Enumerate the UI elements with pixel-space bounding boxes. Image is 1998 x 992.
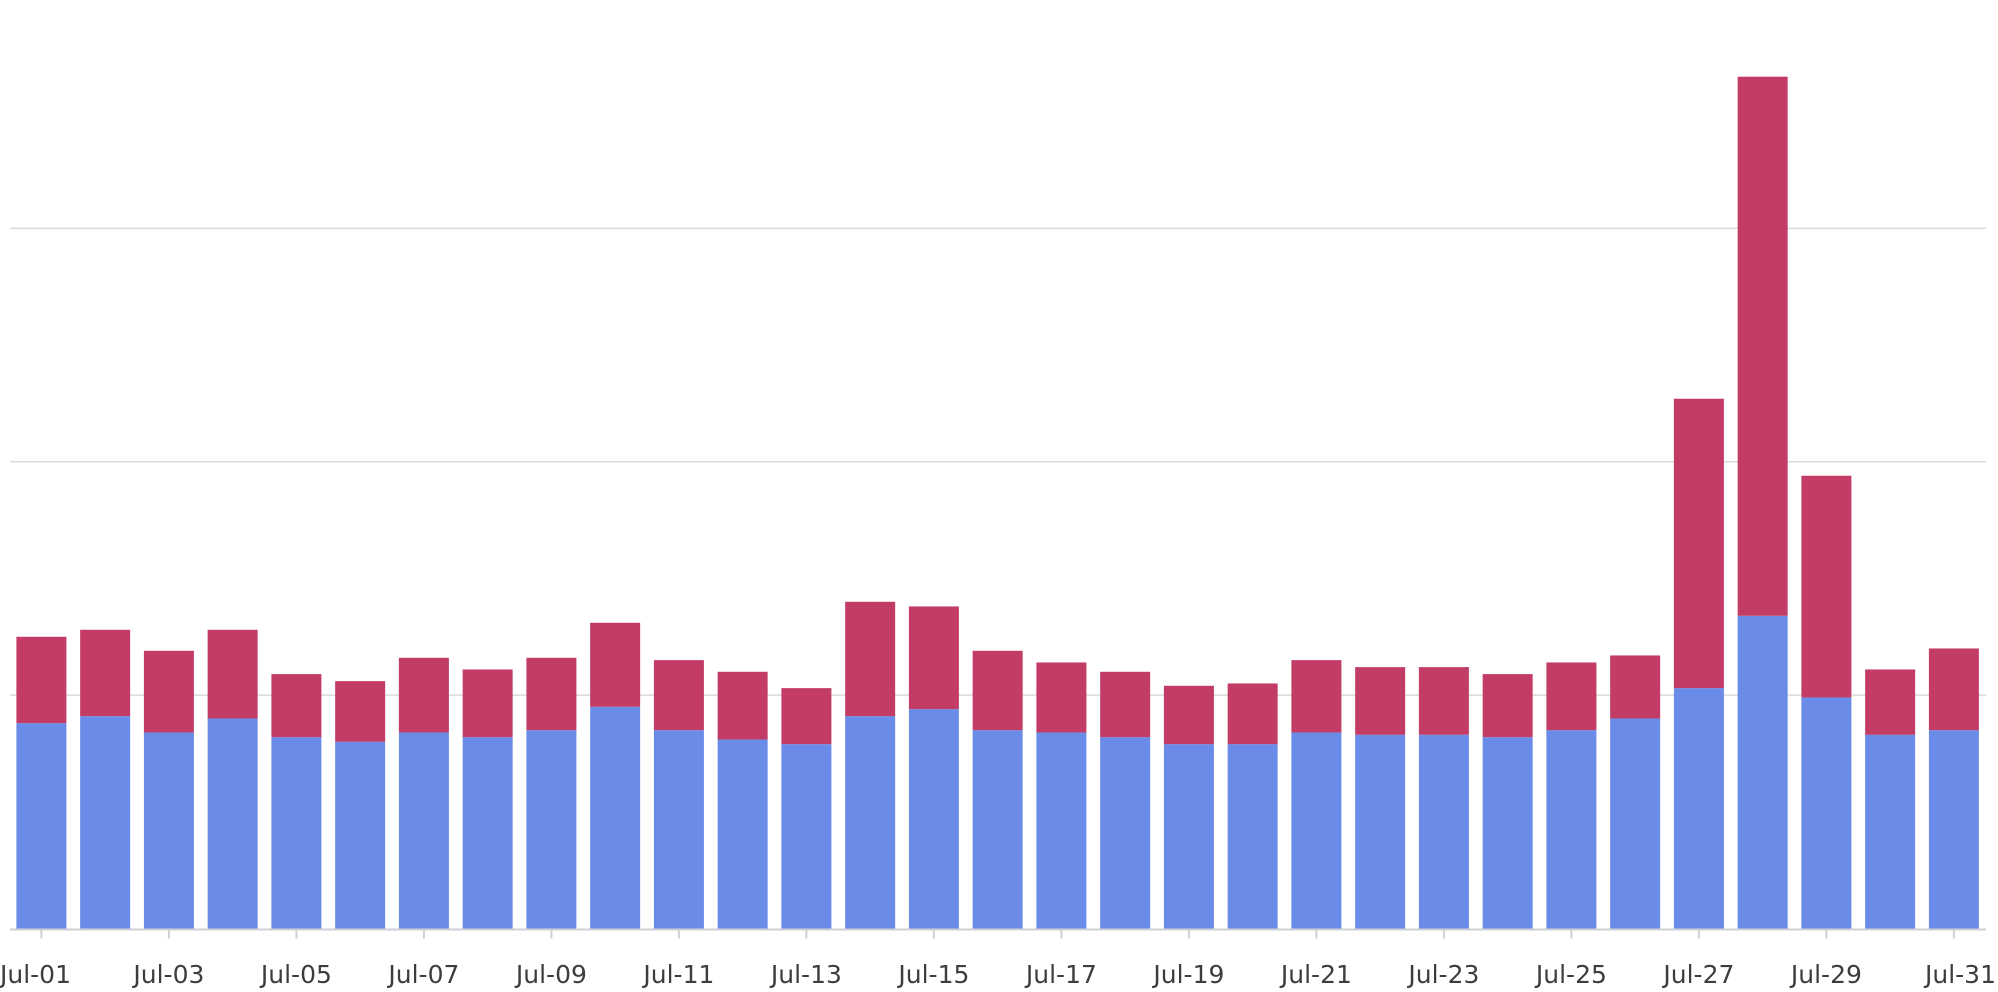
x-tick-label: Jul-27 (1661, 960, 1734, 989)
bar-segment (1610, 718, 1661, 929)
bar-segment (1673, 688, 1724, 929)
bar-segment (1355, 734, 1406, 929)
bar-segment (845, 716, 896, 929)
x-tick-label: Jul-25 (1534, 960, 1607, 989)
bar-segment (972, 730, 1023, 929)
x-tick-label: Jul-03 (131, 960, 204, 989)
bar-segment (462, 737, 513, 929)
bar-segment (526, 730, 577, 929)
bar-segment (335, 741, 386, 929)
bar-segment (653, 730, 704, 929)
x-tick-label: Jul-31 (1923, 960, 1996, 989)
x-tick-label: Jul-11 (641, 960, 714, 989)
bar-segment (16, 636, 67, 724)
bar-segment (80, 629, 131, 717)
x-tick-label: Jul-09 (514, 960, 587, 989)
bar-segment (1482, 674, 1533, 738)
bar-segment (717, 671, 768, 740)
bar-segment (1482, 737, 1533, 929)
bar-segment (1928, 730, 1979, 929)
bar-segment (1546, 662, 1597, 731)
bar-segment (1737, 615, 1788, 929)
bar-segment (1673, 398, 1724, 689)
bar-segment (1801, 475, 1852, 698)
bar-segment (1801, 697, 1852, 929)
bar-segment (845, 601, 896, 717)
bar-segment (1227, 744, 1278, 929)
bar-segment (207, 718, 258, 929)
bar-segment (1291, 732, 1342, 929)
bar-segment (1036, 662, 1087, 733)
bar-segment (590, 706, 641, 929)
bar-segment (143, 650, 194, 733)
x-tick-label: Jul-01 (0, 960, 71, 989)
x-tick-label: Jul-23 (1406, 960, 1479, 989)
bar-segment (335, 681, 386, 742)
bar-segment (1100, 737, 1151, 929)
x-tick-label: Jul-21 (1279, 960, 1352, 989)
bar-segment (1418, 667, 1469, 735)
bar-segment (1418, 734, 1469, 929)
x-tick-label: Jul-07 (386, 960, 459, 989)
bar-segment (781, 744, 832, 929)
bar-segment (271, 737, 322, 929)
x-tick-label: Jul-13 (769, 960, 842, 989)
x-tick-label: Jul-17 (1024, 960, 1097, 989)
x-tick-label: Jul-19 (1151, 960, 1224, 989)
bar-segment (908, 606, 959, 710)
bar-segment (1737, 76, 1788, 616)
bar-segment (16, 723, 67, 929)
bar-segment (526, 657, 577, 731)
bar-segment (398, 732, 449, 929)
bar-segment (781, 688, 832, 745)
bar-segment (1865, 669, 1916, 735)
bar-segment (1355, 667, 1406, 735)
bar-segment (1928, 648, 1979, 731)
bar-segment (653, 660, 704, 731)
bar-segment (143, 732, 194, 929)
bar-segment (1163, 744, 1214, 929)
bar-segment (590, 622, 641, 707)
bar-segment (717, 739, 768, 929)
bar-segment (80, 716, 131, 929)
bar-segment (1291, 660, 1342, 733)
x-tick-label: Jul-29 (1789, 960, 1862, 989)
bar-segment (972, 650, 1023, 731)
bar-segment (1546, 730, 1597, 929)
x-tick-label: Jul-05 (259, 960, 332, 989)
bar-segment (271, 674, 322, 738)
bar-segment (1100, 671, 1151, 738)
bar-segment (908, 709, 959, 929)
bar-segment (1227, 683, 1278, 745)
bar-segment (1163, 685, 1214, 745)
bar-segment (398, 657, 449, 733)
bar-segment (1610, 655, 1661, 719)
bar-segment (462, 669, 513, 738)
bar-segment (1036, 732, 1087, 929)
bar-segment (207, 629, 258, 719)
x-tick-label: Jul-15 (896, 960, 969, 989)
bar-segment (1865, 734, 1916, 929)
